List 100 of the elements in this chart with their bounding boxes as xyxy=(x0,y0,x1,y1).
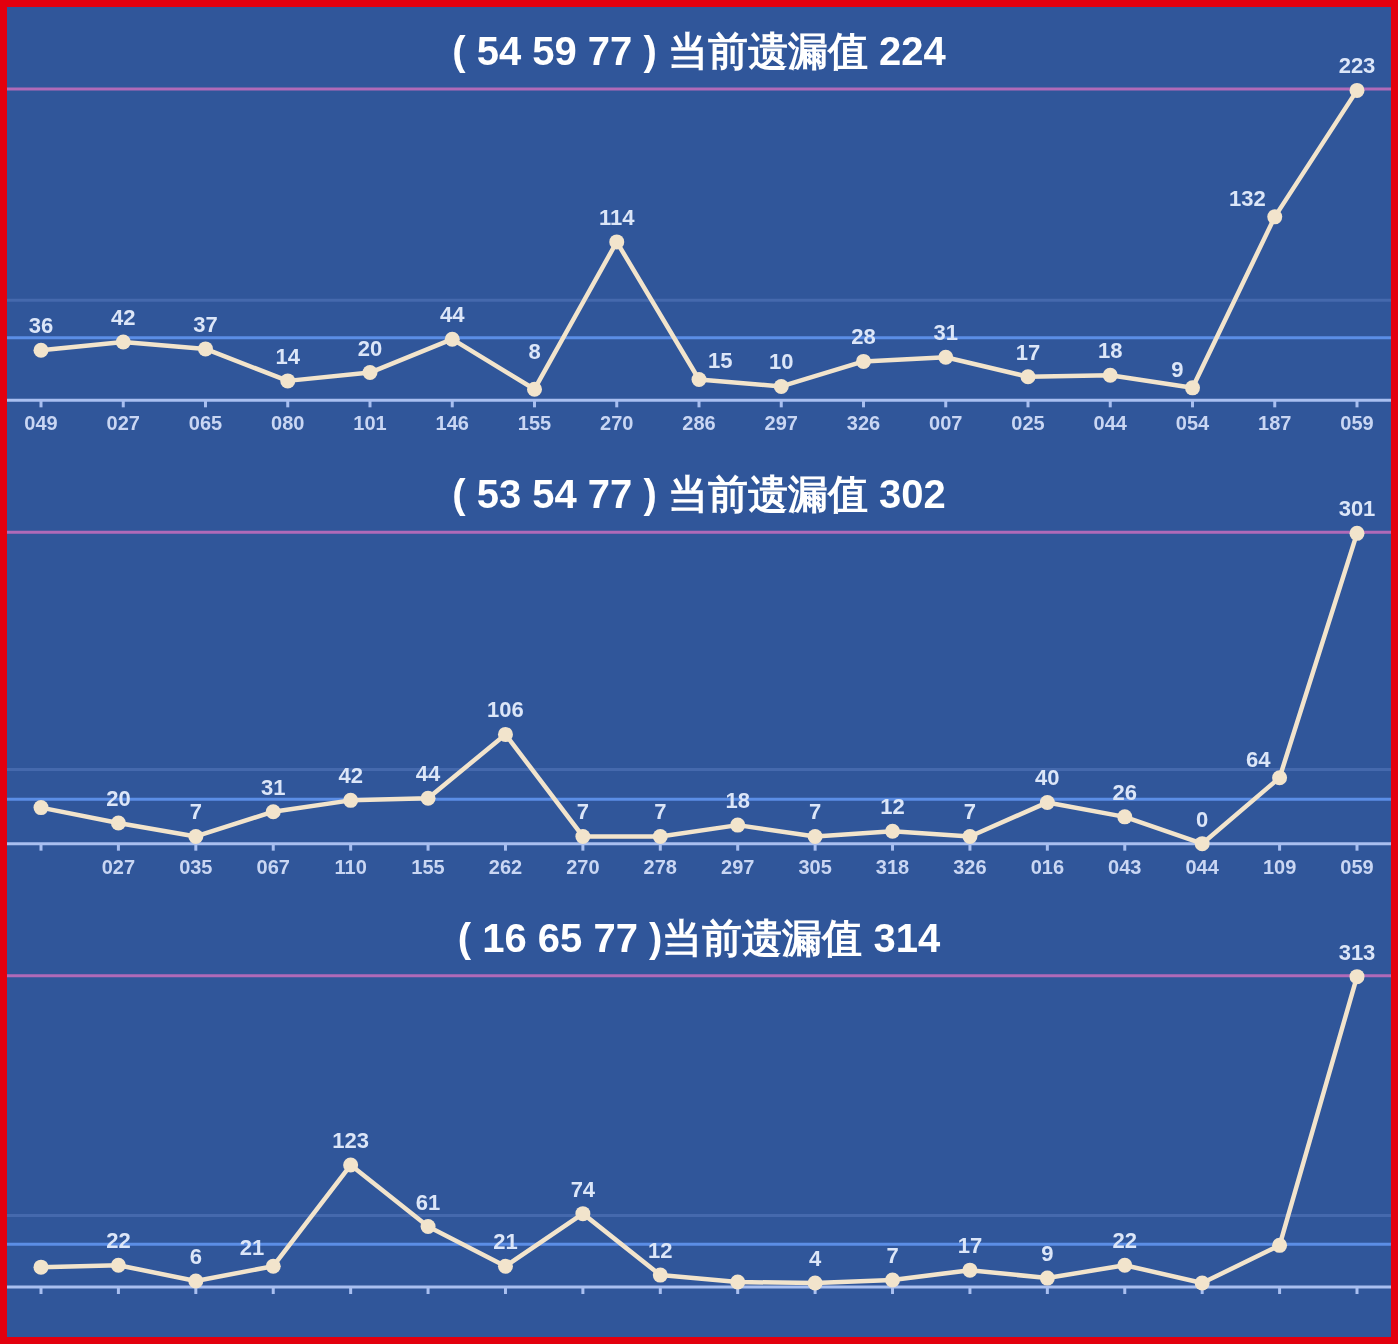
data-label: 21 xyxy=(493,1229,518,1255)
data-label: 7 xyxy=(189,799,202,825)
x-tick-label: 326 xyxy=(846,412,881,435)
point xyxy=(575,828,591,844)
point xyxy=(1102,367,1118,383)
data-label: 9 xyxy=(1171,356,1184,382)
data-label: 31 xyxy=(260,774,286,800)
x-tick-label: 187 xyxy=(1258,412,1292,435)
x-tick-label: 318 xyxy=(875,855,910,878)
data-label: 9 xyxy=(1041,1241,1054,1267)
data-label: 21 xyxy=(239,1235,265,1261)
data-label: 74 xyxy=(570,1176,596,1202)
data-label: 31 xyxy=(933,320,958,346)
x-tick-label: 067 xyxy=(256,855,290,878)
point xyxy=(575,1206,591,1222)
data-label: 7 xyxy=(886,1243,899,1269)
point xyxy=(938,349,954,365)
point xyxy=(33,800,49,816)
x-tick-label: 326 xyxy=(953,855,987,878)
point xyxy=(1272,770,1288,786)
point xyxy=(885,1272,901,1288)
data-label: 12 xyxy=(648,1238,673,1264)
data-label: 26 xyxy=(1112,779,1138,805)
data-label: 18 xyxy=(725,788,750,814)
data-label: 7 xyxy=(963,799,977,825)
data-label: 17 xyxy=(957,1233,983,1259)
point xyxy=(962,1262,978,1278)
data-label: 123 xyxy=(332,1128,370,1154)
data-label: 22 xyxy=(1112,1228,1138,1254)
x-tick-label: 059 xyxy=(1340,855,1374,878)
point xyxy=(188,828,204,844)
data-label: 7 xyxy=(576,799,590,825)
point xyxy=(1349,82,1365,98)
point xyxy=(420,1219,436,1235)
point xyxy=(280,373,296,389)
point xyxy=(420,790,436,806)
data-label: 8 xyxy=(528,339,541,365)
point xyxy=(362,365,378,381)
x-tick-label: 027 xyxy=(106,412,140,435)
point xyxy=(110,1257,126,1273)
data-label: 28 xyxy=(851,324,876,350)
data-label: 36 xyxy=(28,313,54,339)
point xyxy=(1194,836,1210,852)
data-label: 64 xyxy=(1246,746,1272,772)
point xyxy=(807,828,823,844)
x-tick-label: 016 xyxy=(1030,855,1065,878)
data-label: 17 xyxy=(1015,339,1041,365)
point xyxy=(33,342,49,358)
x-tick-label: 027 xyxy=(101,855,136,878)
data-label: 61 xyxy=(415,1189,441,1215)
point xyxy=(115,334,131,350)
data-label: 7 xyxy=(808,799,822,825)
x-tick-label: 305 xyxy=(798,855,832,878)
x-tick-label: 035 xyxy=(179,855,213,878)
point xyxy=(652,828,668,844)
data-label: 42 xyxy=(338,763,363,789)
point xyxy=(1349,525,1365,541)
x-tick-label: 146 xyxy=(435,412,469,435)
point xyxy=(807,1275,823,1291)
x-tick-label: 262 xyxy=(488,855,523,878)
x-tick-label: 110 xyxy=(334,855,367,878)
data-label: 20 xyxy=(357,335,383,361)
x-tick-label: 080 xyxy=(271,412,305,435)
x-tick-label: 007 xyxy=(929,412,963,435)
x-tick-label: 155 xyxy=(411,855,445,878)
x-tick-label: 044 xyxy=(1093,412,1128,435)
chart-title: ( 53 54 77 ) 当前遗漏值 302 xyxy=(452,472,946,517)
data-label: 0 xyxy=(1196,806,1209,832)
x-tick-label: 297 xyxy=(764,412,798,435)
chart-title: ( 54 59 77 ) 当前遗漏值 224 xyxy=(452,29,947,73)
data-label: 10 xyxy=(769,349,794,375)
data-label: 22 xyxy=(106,1228,131,1254)
data-label: 6 xyxy=(189,1244,202,1270)
data-label: 301 xyxy=(1338,496,1376,522)
data-label: 4 xyxy=(808,1246,822,1272)
data-label: 44 xyxy=(415,761,442,787)
point xyxy=(856,353,871,369)
point xyxy=(1039,1270,1055,1286)
x-tick-label: 101 xyxy=(353,412,387,435)
point xyxy=(1039,794,1055,810)
point xyxy=(962,828,978,844)
point xyxy=(527,381,542,397)
point xyxy=(33,1259,49,1275)
x-tick-label: 025 xyxy=(1011,412,1045,435)
data-label: 18 xyxy=(1098,338,1123,364)
point xyxy=(265,1258,281,1274)
data-label: 106 xyxy=(487,697,524,723)
point xyxy=(773,378,789,394)
point xyxy=(343,792,359,808)
point xyxy=(652,1267,668,1283)
point xyxy=(188,1273,204,1289)
data-label: 12 xyxy=(880,794,905,820)
point xyxy=(1185,380,1200,396)
point xyxy=(1272,1237,1288,1253)
point xyxy=(1349,969,1365,985)
point xyxy=(110,815,126,831)
x-tick-label: 044 xyxy=(1185,855,1220,878)
x-tick-label: 049 xyxy=(24,412,58,435)
x-tick-label: 054 xyxy=(1175,412,1211,435)
data-label: 37 xyxy=(193,311,218,337)
